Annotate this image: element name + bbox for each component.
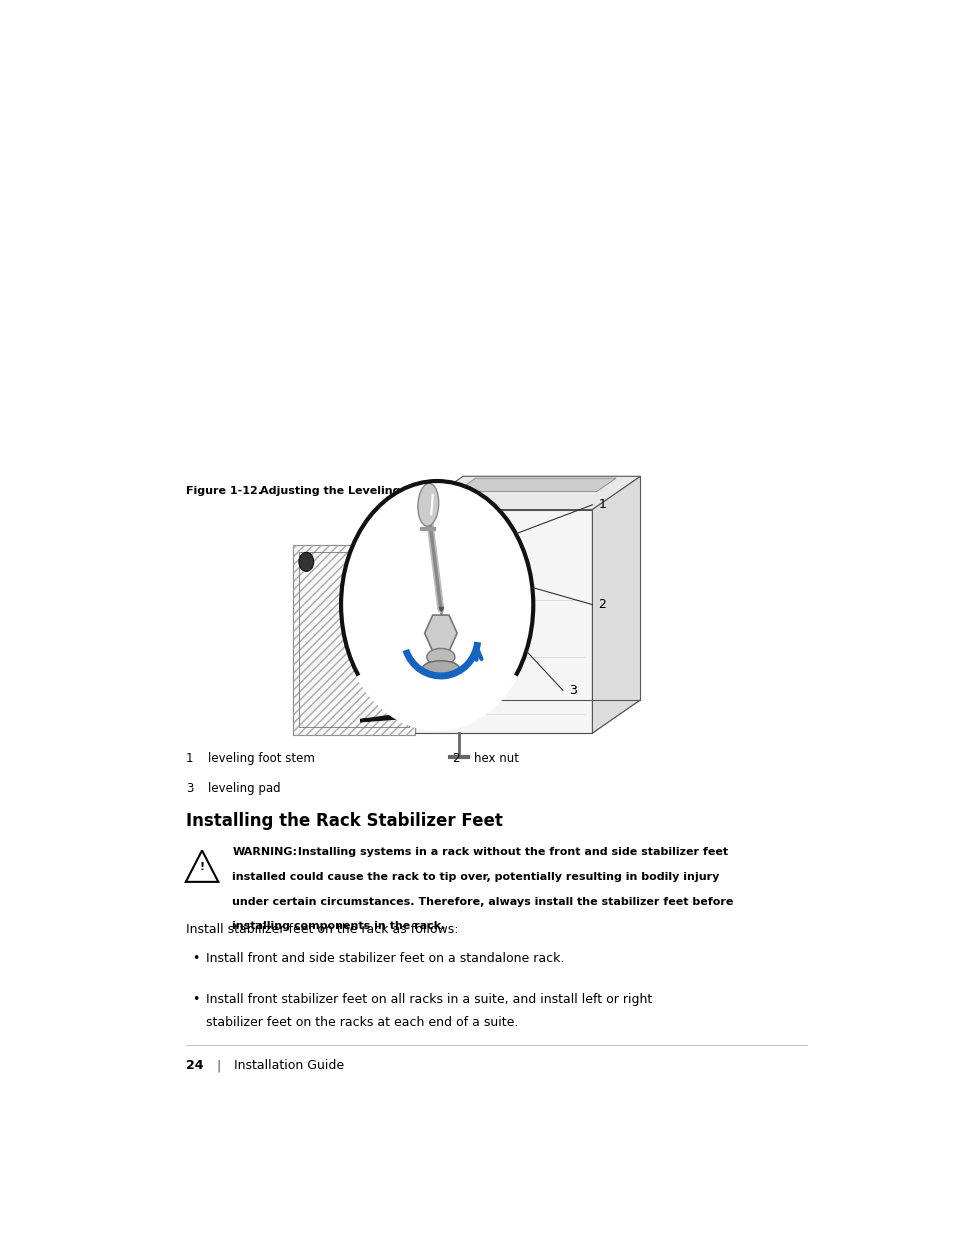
Polygon shape	[415, 700, 639, 734]
Polygon shape	[359, 714, 452, 721]
Text: 2: 2	[452, 752, 459, 764]
Text: installing components in the rack.: installing components in the rack.	[233, 921, 445, 931]
Ellipse shape	[417, 483, 438, 526]
Polygon shape	[293, 545, 415, 735]
Text: •: •	[192, 993, 199, 1005]
Text: installed could cause the rack to tip over, potentially resulting in bodily inju: installed could cause the rack to tip ov…	[233, 872, 719, 882]
Text: 2: 2	[598, 598, 605, 611]
Ellipse shape	[426, 648, 455, 666]
Text: |: |	[216, 1060, 221, 1072]
Text: Install front stabilizer feet on all racks in a suite, and install left or right: Install front stabilizer feet on all rac…	[206, 993, 652, 1005]
Text: under certain circumstances. Therefore, always install the stabilizer feet befor: under certain circumstances. Therefore, …	[233, 897, 733, 906]
Polygon shape	[592, 477, 639, 734]
Text: leveling pad: leveling pad	[208, 783, 280, 795]
Polygon shape	[456, 478, 616, 492]
Ellipse shape	[422, 661, 459, 676]
Text: 24: 24	[186, 1060, 203, 1072]
Text: Install stabilizer feet on the rack as follows:: Install stabilizer feet on the rack as f…	[186, 924, 457, 936]
Text: WARNING:: WARNING:	[233, 847, 297, 857]
Text: 1: 1	[186, 752, 193, 764]
Polygon shape	[415, 477, 639, 510]
Polygon shape	[415, 510, 592, 734]
Text: Adjusting the Leveling Feet: Adjusting the Leveling Feet	[259, 485, 431, 495]
Circle shape	[298, 552, 314, 572]
Text: Installing systems in a rack without the front and side stabilizer feet: Installing systems in a rack without the…	[294, 847, 727, 857]
Text: Installation Guide: Installation Guide	[233, 1060, 344, 1072]
Text: !: !	[199, 862, 204, 872]
Text: hex nut: hex nut	[474, 752, 518, 764]
Text: •: •	[192, 952, 199, 965]
Polygon shape	[424, 615, 456, 651]
Text: Installing the Rack Stabilizer Feet: Installing the Rack Stabilizer Feet	[186, 811, 502, 830]
Text: Install front and side stabilizer feet on a standalone rack.: Install front and side stabilizer feet o…	[206, 952, 564, 965]
Circle shape	[341, 482, 533, 729]
Text: leveling foot stem: leveling foot stem	[208, 752, 314, 764]
Text: 3: 3	[568, 684, 576, 697]
Text: 1: 1	[598, 498, 605, 511]
Text: Figure 1-12.: Figure 1-12.	[186, 485, 261, 495]
Text: stabilizer feet on the racks at each end of a suite.: stabilizer feet on the racks at each end…	[206, 1016, 518, 1030]
Text: 3: 3	[186, 783, 193, 795]
